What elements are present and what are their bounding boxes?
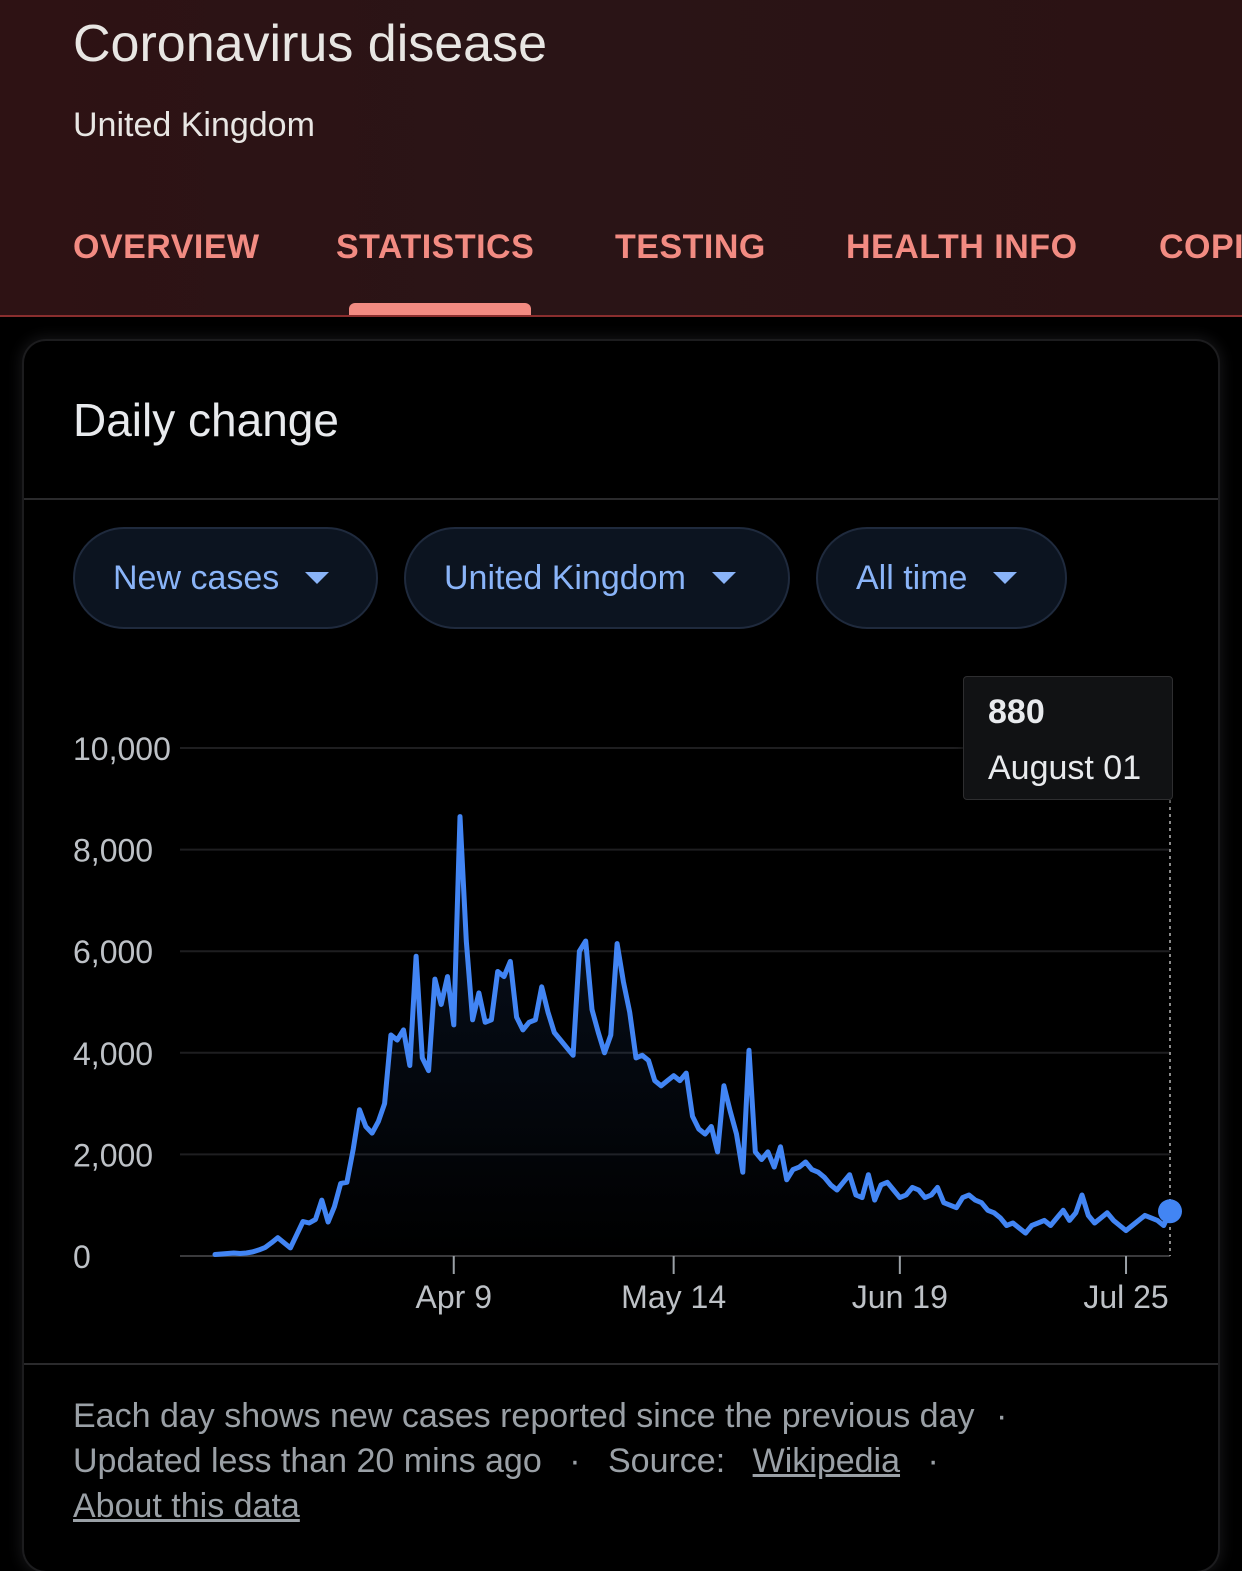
x-tick-label: Jun 19 — [852, 1279, 948, 1315]
source-link[interactable]: Wikipedia — [752, 1442, 901, 1480]
y-tick-label: 0 — [73, 1239, 91, 1275]
range-dropdown-label: All time — [856, 558, 968, 597]
active-tab-indicator — [349, 303, 531, 315]
chart-tooltip: 880 August 01 — [963, 676, 1173, 800]
page-subtitle: United Kingdom — [73, 106, 315, 144]
app-header: Coronavirus disease United Kingdom OVERV… — [0, 0, 1242, 315]
tab-health-info[interactable]: HEALTH INFO — [846, 228, 1078, 266]
footer-separator: · — [995, 1397, 1008, 1435]
caret-down-icon — [993, 572, 1018, 584]
selected-point-marker[interactable] — [1158, 1199, 1182, 1224]
header-divider — [0, 315, 1242, 317]
metric-dropdown[interactable]: New cases — [73, 527, 378, 629]
caret-down-icon — [711, 572, 736, 584]
footer-separator: · — [569, 1442, 581, 1480]
metric-dropdown-label: New cases — [113, 558, 280, 597]
tab-testing[interactable]: TESTING — [615, 228, 766, 266]
region-dropdown-label: United Kingdom — [444, 558, 686, 597]
chart-footer: Each day shows new cases reported since … — [73, 1394, 1007, 1529]
footer-separator: · — [927, 1442, 939, 1480]
card-divider-bottom — [24, 1363, 1218, 1365]
footer-updated: Updated less than 20 mins ago — [73, 1442, 542, 1480]
caret-down-icon — [305, 572, 330, 584]
y-tick-label: 4,000 — [73, 1036, 153, 1072]
tab-coping[interactable]: COPING — [1159, 228, 1242, 266]
footer-description: Each day shows new cases reported since … — [73, 1397, 975, 1435]
region-dropdown[interactable]: United Kingdom — [404, 527, 790, 629]
x-tick-label: Jul 25 — [1083, 1279, 1168, 1315]
y-tick-label: 8,000 — [73, 833, 153, 869]
y-tick-label: 6,000 — [73, 934, 153, 970]
card-divider-top — [24, 498, 1218, 500]
x-tick-label: Apr 9 — [416, 1279, 492, 1315]
y-tick-label: 10,000 — [73, 731, 171, 767]
tooltip-date: August 01 — [988, 749, 1142, 787]
cases-series-line — [212, 814, 1173, 1257]
cases-area-fill — [215, 816, 1170, 1256]
range-dropdown[interactable]: All time — [816, 527, 1067, 629]
y-tick-label: 2,000 — [73, 1137, 153, 1173]
x-tick-label: May 14 — [621, 1279, 726, 1315]
card-title: Daily change — [73, 394, 339, 446]
about-data-link[interactable]: About this data — [73, 1487, 300, 1525]
footer-source-label: Source: — [607, 1442, 726, 1480]
tooltip-value: 880 — [988, 693, 1045, 731]
tab-statistics[interactable]: STATISTICS — [336, 228, 535, 266]
page-title: Coronavirus disease — [73, 15, 548, 73]
tab-overview[interactable]: OVERVIEW — [73, 228, 260, 266]
